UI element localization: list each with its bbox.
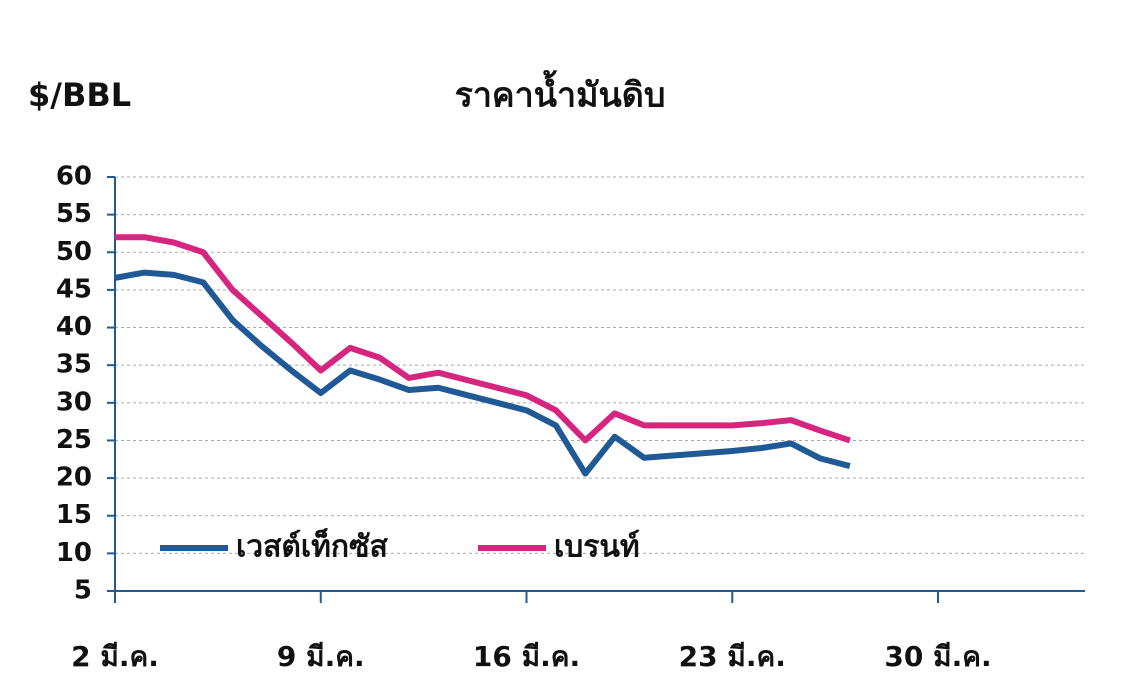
y-tick-label: 45	[56, 274, 92, 304]
y-tick-label: 55	[56, 199, 92, 229]
data-line	[114, 269, 851, 477]
y-tick-label: 15	[56, 500, 92, 530]
x-tick-label: 9 มี.ค.	[277, 640, 365, 673]
y-tick-label: 30	[56, 387, 92, 417]
chart-title: ราคาน้ำมันดิบ	[455, 70, 666, 116]
y-tick-label: 10	[56, 538, 92, 568]
legend-label: เวสต์เท็กซัส	[236, 528, 388, 565]
x-tick-label: 23 มี.ค.	[679, 640, 786, 673]
x-tick-label: 2 มี.ค.	[71, 640, 159, 673]
y-tick-label: 50	[56, 237, 92, 267]
y-tick-label: 25	[56, 425, 92, 455]
y-tick-label: 5	[74, 576, 92, 606]
y-tick-label: 35	[56, 350, 92, 380]
x-tick-label: 16 มี.ค.	[473, 640, 580, 673]
legend-label: เบรนท์	[554, 530, 640, 565]
y-tick-label: 40	[56, 312, 92, 342]
y-tick-label: 20	[56, 463, 92, 493]
y-tick-label: 60	[56, 162, 92, 192]
y-axis-label: $/BBL	[28, 76, 131, 114]
data-line	[115, 234, 851, 444]
x-tick-label: 30 มี.ค.	[884, 640, 991, 673]
